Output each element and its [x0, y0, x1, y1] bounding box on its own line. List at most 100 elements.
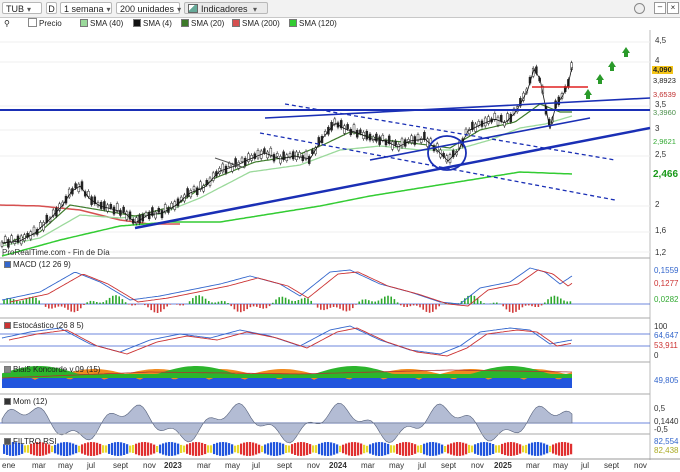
time-tick: nov [307, 461, 320, 470]
highlight-circle[interactable] [427, 135, 467, 171]
candle-body [333, 118, 337, 125]
sma4-line [1, 66, 573, 244]
candle-body [349, 128, 353, 136]
units-select[interactable]: 200 unidades [116, 2, 180, 14]
macd-histogram-bar [32, 296, 34, 304]
long-term-trend-line[interactable] [134, 126, 651, 230]
sma40-swatch [80, 19, 88, 27]
rsi-panel[interactable] [0, 433, 680, 460]
rsi-filter-bar [345, 443, 348, 455]
rsi-filter-bar [3, 444, 6, 454]
macd-histogram-bar [492, 302, 495, 304]
macd-histogram-bar [544, 302, 546, 304]
rsi-filter-bar [171, 442, 174, 456]
macd-histogram-bar [508, 304, 511, 312]
blai5-panel[interactable] [0, 361, 650, 388]
macd-histogram-bar [252, 304, 255, 307]
macd-histogram-bar [480, 301, 482, 304]
dashed-channel-lower[interactable] [259, 132, 616, 201]
legend-sma20[interactable]: SMA (20) [181, 18, 224, 30]
time-tick: mar [361, 461, 375, 470]
alarm-icon[interactable] [634, 3, 645, 14]
candle-body [157, 207, 161, 213]
rsi-filter-bar [141, 442, 144, 456]
macd-histogram-bar [358, 301, 360, 304]
candle-body [503, 121, 506, 127]
rsi-filter-bar [51, 445, 54, 453]
macd-histogram-bar [569, 301, 572, 304]
macd-line [1, 267, 573, 305]
candle-body [266, 151, 269, 159]
rsi-filter-bar [441, 444, 444, 454]
macd-histogram-bar [288, 299, 290, 304]
ticker-select[interactable]: TUB [2, 2, 42, 14]
macd-histogram-bar [182, 304, 184, 306]
rsi-filter-bar [207, 445, 210, 453]
indicators-button[interactable]: Indicadores [184, 2, 268, 14]
macd-histogram-bar [387, 295, 389, 304]
macd-histogram-bar [332, 304, 335, 307]
minimize-icon[interactable]: ‒ [654, 2, 666, 14]
time-tick-year: 2024 [329, 461, 347, 470]
rsi-filter-bar [162, 443, 165, 455]
rsi-filter-bar [402, 442, 405, 456]
rsi-filter-bar [84, 443, 87, 455]
rsi-filter-bar [108, 444, 111, 454]
rsi-filter-bar [135, 443, 138, 455]
macd-histogram-bar [473, 295, 476, 304]
rsi-filter-bar [540, 442, 543, 456]
upper-trend-line[interactable] [264, 97, 651, 119]
zoom-icon[interactable]: ⚲ [4, 19, 10, 28]
legend-price[interactable]: Precio [28, 18, 62, 30]
rsi-filter-bar [126, 444, 129, 454]
macd-histogram-bar [368, 300, 370, 304]
candle-body [192, 186, 196, 191]
macd-histogram-bar [432, 304, 434, 312]
period-select[interactable]: 1 semana [60, 2, 112, 14]
candle-body [199, 181, 202, 190]
time-tick: nov [143, 461, 156, 470]
small-drawn-line[interactable] [214, 157, 246, 169]
macd-histogram-bar [425, 304, 428, 312]
macd-panel[interactable] [0, 257, 650, 313]
rsi-filter-bar [339, 445, 342, 453]
rsi-filter-bar [459, 442, 462, 456]
macd-histogram-bar [262, 304, 264, 309]
rsi-filter-bar [252, 442, 255, 456]
mom-title-label: Mom (12) [13, 397, 48, 406]
legend-sma4[interactable]: SMA (4) [133, 18, 172, 30]
candle-body [195, 187, 199, 195]
macd-histogram-bar [220, 300, 223, 304]
rsi-filter-bar [396, 444, 399, 454]
macd-histogram-bar [531, 304, 533, 307]
blai5-value: 49,805 [654, 376, 679, 385]
macd-histogram-bar [243, 304, 245, 312]
legend-sma120[interactable]: SMA (120) [289, 18, 337, 30]
macd-histogram-bar [25, 298, 28, 304]
price-checkbox[interactable] [28, 18, 37, 27]
candle-body [247, 153, 250, 162]
rsi-filter-bar [567, 442, 570, 456]
display-mode-button[interactable]: D [46, 2, 57, 14]
macd-histogram-bar [236, 304, 239, 312]
close-icon[interactable]: × [667, 2, 679, 14]
macd-histogram-bar [44, 304, 47, 307]
rsi-filter-bar [168, 442, 171, 456]
rsi-filter-bar [81, 444, 84, 454]
channel-base-line[interactable] [369, 117, 591, 161]
stoch-panel[interactable] [0, 317, 650, 357]
macd-histogram-bar [272, 302, 274, 304]
rsi-filter-bar [48, 444, 51, 454]
macd-histogram-bar [464, 298, 466, 304]
macd-histogram-bar [361, 299, 364, 304]
mom-panel[interactable] [0, 393, 650, 444]
time-tick: sept [604, 461, 620, 470]
rsi-filter-bar [189, 443, 192, 455]
legend-sma40[interactable]: SMA (40) [80, 18, 123, 30]
mom-upper-label: 0,5 [654, 404, 666, 413]
legend-sma20-label: SMA (20) [191, 19, 225, 28]
legend-sma200[interactable]: SMA (200) [232, 18, 280, 30]
candle-body [0, 241, 4, 247]
macd-histogram-bar [435, 304, 437, 310]
